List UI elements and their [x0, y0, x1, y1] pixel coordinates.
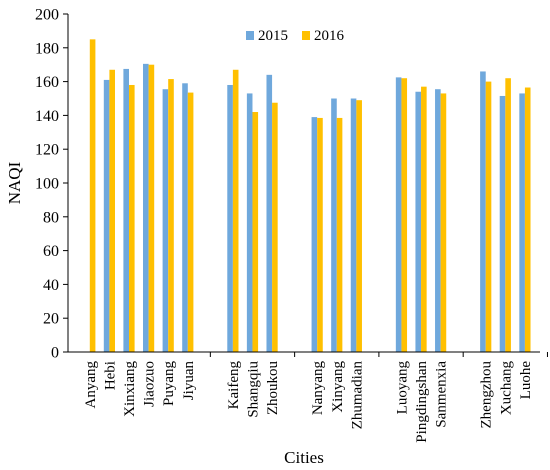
y-axis-title: NAQI: [5, 161, 24, 204]
x-tick-label-anyang: Anyang: [83, 361, 99, 409]
x-tick-label-jiyuan: Jiyuan: [181, 361, 197, 401]
bar-2016-luoyang: [401, 78, 408, 352]
x-tick-label-hebi: Hebi: [102, 361, 118, 390]
bar-2016-pingdingshan: [421, 86, 427, 353]
legend-swatch-2016: [302, 31, 310, 40]
bar-2015-zhumadian: [350, 98, 357, 352]
bar-2016-hebi: [109, 69, 115, 353]
bar-2016-sanmenxia: [440, 93, 447, 353]
bar-2016-zhengzhou: [485, 81, 492, 352]
y-tick-label: 0: [51, 345, 59, 362]
bar-2015-kaifeng: [227, 84, 233, 352]
legend: 2015 2016: [246, 28, 345, 44]
x-tick-label-xinyang: Xinyang: [330, 361, 346, 413]
bar-2016-kaifeng: [232, 69, 239, 353]
bar-2015-puyang: [162, 89, 169, 352]
x-tick-label-pingdingshan: Pingdingshan: [414, 361, 430, 443]
x-tick-label-luoyang: Luoyang: [394, 361, 410, 415]
x-tick-label-kaifeng: Kaifeng: [226, 361, 242, 410]
y-tick-label: 60: [43, 243, 59, 260]
x-axis: Anyang Hebi Xinxiang Jiaozuo Puyang Jiyuan Kai…: [68, 351, 548, 443]
bar-2016-nanyang: [317, 117, 323, 352]
x-tick-label-jiaozuo: Jiaozuo: [142, 361, 158, 407]
y-axis: 0 20 40 60 80 100 120 140 160 180 200: [35, 7, 69, 362]
bar-2016-jiyuan: [187, 92, 194, 353]
bar-2015-luohe: [519, 93, 525, 353]
bar-2015-jiaozuo: [143, 63, 149, 352]
y-tick-label: 160: [35, 74, 59, 91]
bar-2016-zhoukou: [272, 102, 278, 352]
legend-swatch-2015: [246, 31, 254, 40]
y-tick-label: 80: [43, 209, 59, 226]
x-tick-label-zhengzhou: Zhengzhou: [479, 361, 495, 429]
x-tick-label-zhumadian: Zhumadian: [349, 361, 365, 430]
bar-2015-hebi: [103, 79, 110, 352]
bar-2016-xuchang: [505, 78, 511, 352]
bar-2016-shangqiu: [252, 112, 259, 353]
x-tick-label-xuchang: Xuchang: [498, 361, 514, 416]
x-tick-label-shangqiu: Shangqiu: [245, 361, 261, 418]
bar-2015-zhoukou: [266, 74, 273, 352]
bar-2016-zhumadian: [356, 100, 362, 352]
y-tick-label: 140: [35, 108, 59, 125]
x-tick-label-puyang: Puyang: [161, 361, 177, 407]
bar-2015-luoyang: [395, 77, 402, 352]
x-axis-title: Cities: [284, 448, 324, 467]
bar-2015-xinyang: [331, 98, 337, 352]
y-tick-label: 120: [35, 142, 59, 159]
bar-2015-jiyuan: [182, 83, 188, 352]
bar-2015-xuchang: [499, 95, 506, 352]
bar-2016-xinyang: [336, 117, 343, 352]
x-tick-label-sanmenxia: Sanmenxia: [434, 361, 450, 428]
legend-label-2016: 2016: [314, 28, 345, 44]
y-tick-label: 200: [35, 7, 59, 24]
bar-2015-nanyang: [311, 117, 318, 352]
bar-2016-puyang: [168, 79, 174, 352]
bars: [89, 39, 531, 353]
bar-2016-jiaozuo: [148, 64, 155, 352]
y-tick-label: 20: [43, 311, 59, 328]
bar-2015-xinxiang: [123, 68, 129, 353]
y-tick-label: 180: [35, 40, 59, 57]
bar-2016-anyang: [89, 39, 96, 352]
x-tick-label-luohe: Luohe: [518, 361, 534, 400]
bar-2015-shangqiu: [246, 93, 253, 353]
bar-2016-xinxiang: [129, 84, 135, 352]
bar-2016-luohe: [524, 87, 531, 352]
bar-2015-pingdingshan: [415, 91, 422, 353]
legend-label-2015: 2015: [258, 28, 288, 44]
x-tick-label-zhoukou: Zhoukou: [265, 361, 281, 416]
x-tick-label-xinxiang: Xinxiang: [122, 361, 138, 417]
y-tick-label: 40: [43, 277, 59, 294]
x-tick-label-nanyang: Nanyang: [310, 361, 326, 416]
bar-2015-sanmenxia: [435, 89, 441, 352]
y-tick-label: 100: [35, 176, 59, 193]
bar-2015-zhengzhou: [480, 71, 486, 353]
